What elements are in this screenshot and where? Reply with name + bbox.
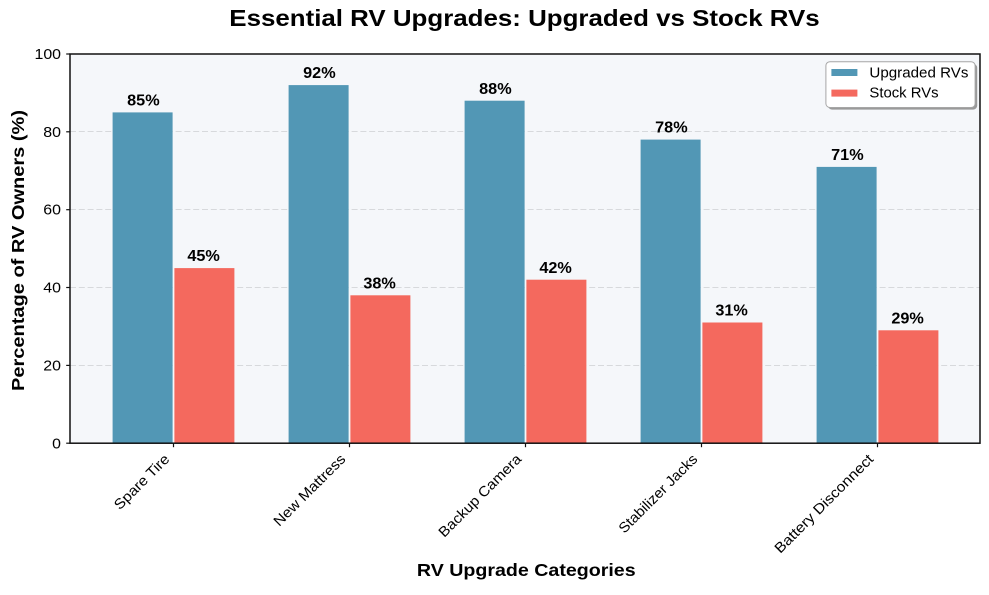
svg-text:85%: 85%: [127, 93, 160, 110]
svg-text:80: 80: [43, 125, 61, 141]
svg-text:71%: 71%: [831, 147, 864, 164]
svg-text:RV Upgrade Categories: RV Upgrade Categories: [417, 560, 636, 580]
svg-text:Upgraded RVs: Upgraded RVs: [869, 65, 968, 81]
svg-text:Percentage of RV Owners (%): Percentage of RV Owners (%): [8, 110, 28, 391]
svg-text:78%: 78%: [655, 120, 688, 137]
svg-text:42%: 42%: [539, 260, 572, 277]
svg-text:20: 20: [43, 358, 61, 374]
svg-text:31%: 31%: [715, 303, 748, 320]
svg-text:38%: 38%: [363, 275, 396, 292]
svg-text:40: 40: [43, 281, 61, 297]
svg-text:60: 60: [43, 203, 61, 219]
svg-text:29%: 29%: [891, 310, 924, 327]
svg-text:Essential RV Upgrades: Upgrade: Essential RV Upgrades: Upgraded vs Stock…: [229, 5, 819, 31]
svg-text:88%: 88%: [479, 81, 512, 98]
svg-text:92%: 92%: [303, 65, 336, 82]
svg-text:0: 0: [52, 436, 61, 452]
svg-text:Stock RVs: Stock RVs: [869, 86, 938, 102]
svg-text:45%: 45%: [187, 248, 220, 265]
svg-text:100: 100: [35, 47, 62, 63]
